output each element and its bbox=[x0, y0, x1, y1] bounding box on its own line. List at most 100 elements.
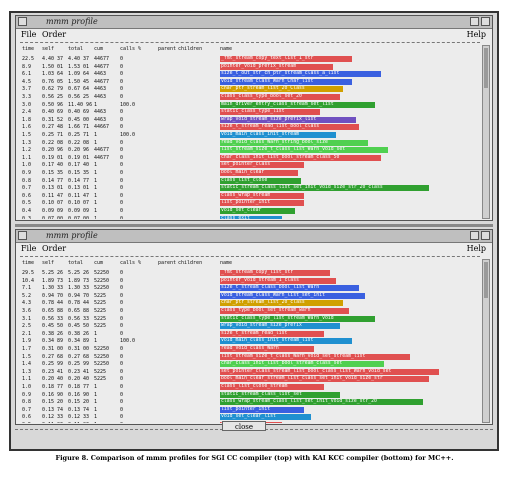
pane-divider[interactable] bbox=[15, 224, 493, 227]
scrollbar-thumb[interactable] bbox=[484, 262, 488, 298]
function-name-bar[interactable]: size_t_stream_read_list bbox=[220, 330, 324, 337]
function-name-bar[interactable]: char_class_init_list_bool_stream_class_5… bbox=[220, 154, 382, 161]
column-header[interactable]: parent bbox=[158, 46, 177, 52]
vertical-scrollbar[interactable] bbox=[482, 45, 490, 219]
function-name-bar[interactable]: class_list_close bbox=[220, 177, 302, 184]
table-row[interactable]: 0.8 0.14 77 0.14 77 1 0 class_list_close bbox=[20, 177, 480, 185]
function-name-bar[interactable]: void_stream_class_Warn_Char_list bbox=[220, 78, 353, 85]
table-row[interactable]: 1.0 0.18 77 0.18 77 1 0 class_list_close_stre… bbox=[20, 383, 480, 391]
menu-file[interactable]: File bbox=[21, 30, 37, 39]
function-name-bar[interactable]: void_stream_class_Warn_list_set_init bbox=[220, 292, 366, 299]
window-menu-icon[interactable] bbox=[18, 17, 27, 26]
function-name-bar[interactable]: char_ptr_stream_list_20_class bbox=[220, 300, 343, 307]
table-row[interactable]: 2.5 0.45 50 0.45 50 5225 0 wrap_void_stream_s… bbox=[20, 322, 480, 330]
function-name-bar[interactable]: bool_main_clear_stream_list_class_set_in… bbox=[220, 376, 430, 383]
function-name-bar[interactable]: _fmt_stream_copy_list_str bbox=[220, 270, 330, 276]
function-name-bar[interactable]: pointer_void_prefix_stream bbox=[220, 63, 334, 70]
maximize-icon[interactable] bbox=[481, 231, 490, 240]
function-name-bar[interactable]: bool_main_clear bbox=[220, 170, 298, 176]
menu-help[interactable]: Help bbox=[466, 30, 486, 39]
function-name-bar[interactable]: size_t_out_str_ch_ptr_stream_class_a_lis… bbox=[220, 71, 382, 78]
table-row[interactable]: 1.2 0.20 96 0.20 96 44677 0 list_stream_size_… bbox=[20, 146, 480, 154]
column-header[interactable]: % bbox=[138, 260, 142, 266]
table-row[interactable]: 1.5 0.25 71 0.25 71 1 100.0 void_main_class_i… bbox=[20, 131, 480, 139]
function-name-bar[interactable]: main_driver_entry_class_stream_set_list bbox=[220, 101, 375, 108]
menu-order[interactable]: Order bbox=[42, 244, 67, 253]
menu-order[interactable]: Order bbox=[42, 30, 67, 39]
function-name-bar[interactable]: class_wrap_stream bbox=[220, 192, 305, 199]
column-header[interactable]: time bbox=[22, 260, 35, 266]
table-row[interactable]: 0.6 0.12 33 0.12 33 1 0 void_set_clear_list bbox=[20, 413, 480, 421]
table-row[interactable]: 0.3 0.07 00 0.07 00 1 0 class_exit bbox=[20, 215, 480, 219]
scrollbar-thumb[interactable] bbox=[484, 48, 488, 88]
function-name-bar[interactable]: class_class_type_bool_set_20 bbox=[220, 94, 340, 100]
table-row[interactable]: 1.0 0.17 40 0.17 40 1 0 set_pointer_class bbox=[20, 161, 480, 169]
column-header[interactable]: cum bbox=[94, 260, 104, 266]
table-row[interactable]: 22.5 4.40 37 4.40 37 44677 0 _fmt_stream_copy… bbox=[20, 55, 480, 63]
table-row[interactable]: 1.8 0.31 52 0.45 00 4463 0 wrap_void_stream_s… bbox=[20, 116, 480, 124]
table-row[interactable]: 0.9 0.15 35 0.15 35 1 0 bool_main_clear bbox=[20, 169, 480, 177]
table-row[interactable]: 1.7 0.31 00 0.31 00 52250 0 read_void_class_W… bbox=[20, 345, 480, 353]
function-name-bar[interactable]: class_wrap_stream_class_list_set_init_vo… bbox=[220, 399, 423, 406]
function-name-bar[interactable]: read_void_class_Warn bbox=[220, 346, 314, 352]
column-header[interactable]: parent bbox=[158, 260, 177, 266]
function-name-bar[interactable]: void_set_clear bbox=[220, 208, 295, 214]
function-name-bar[interactable]: set_pointer_class_stream_list_bool_class… bbox=[220, 368, 439, 375]
column-header[interactable]: % bbox=[138, 46, 142, 52]
function-name-bar[interactable]: set_pointer_class bbox=[220, 162, 305, 169]
function-name-bar[interactable]: void_main_class_init_stream bbox=[220, 132, 337, 138]
menu-file[interactable]: File bbox=[21, 244, 37, 253]
table-row[interactable]: 2.4 0.40 69 0.40 69 4463 0 static_class_type_… bbox=[20, 108, 480, 116]
function-name-bar[interactable]: void_main_class_init_stream_list bbox=[220, 338, 353, 345]
table-row[interactable]: 3.0 0.50 96 11.40 96 1 100.0 main_driver_entr… bbox=[20, 101, 480, 109]
table-row[interactable]: 4.5 0.76 05 1.50 45 44677 0 void_stream_class… bbox=[20, 78, 480, 86]
column-header[interactable]: total bbox=[68, 260, 84, 266]
table-row[interactable]: 29.5 5.25 26 5.25 26 52250 0 _fmt_stream_copy… bbox=[20, 269, 480, 277]
table-row[interactable]: 0.8 0.15 20 0.15 20 1 0 class_wrap_stream_cla… bbox=[20, 398, 480, 406]
function-name-bar[interactable]: wrap_void_stream_size_prefix_list bbox=[220, 116, 356, 123]
table-row[interactable]: 0.4 0.09 09 0.09 09 1 0 void_set_clear bbox=[20, 207, 480, 215]
table-row[interactable]: 3.6 0.65 88 0.65 88 5225 0 class_type_bool_se… bbox=[20, 307, 480, 315]
table-row[interactable]: 3.1 0.56 33 0.56 33 5225 0 static_class_type_… bbox=[20, 315, 480, 323]
function-name-bar[interactable]: wrap_void_stream_size_prefix bbox=[220, 323, 340, 330]
function-name-bar[interactable]: list_pointer_init bbox=[220, 406, 305, 413]
column-header[interactable]: total bbox=[68, 46, 84, 52]
column-header[interactable]: children bbox=[178, 46, 203, 52]
table-row[interactable]: 1.9 0.34 89 0.34 89 1 100.0 void_main_class_i… bbox=[20, 337, 480, 345]
function-name-bar[interactable]: static_stream_class_list_set bbox=[220, 391, 340, 398]
function-name-bar[interactable]: read_void_class_Warn_string_bool_size bbox=[220, 139, 369, 146]
table-row[interactable]: 1.1 0.20 40 0.20 40 5225 0 bool_main_clear_st… bbox=[20, 375, 480, 383]
menu-help[interactable]: Help bbox=[466, 244, 486, 253]
table-row[interactable]: 2.1 0.38 26 0.38 26 1 0 size_t_stream_read_li… bbox=[20, 330, 480, 338]
vertical-scrollbar[interactable] bbox=[482, 259, 490, 423]
column-header[interactable]: name bbox=[220, 46, 233, 52]
table-row[interactable]: 8.9 1.50 01 1.53 01 44677 0 pointer_void_pref… bbox=[20, 63, 480, 71]
table-row[interactable]: 0.6 0.11 47 0.11 47 1 0 class_wrap_stream bbox=[20, 192, 480, 200]
function-name-bar[interactable]: char_ptr_stream_list_20_Class bbox=[220, 86, 343, 93]
function-name-bar[interactable]: _fmt_stream_copy_text_list_1_str bbox=[220, 56, 353, 62]
minimize-icon[interactable] bbox=[470, 231, 479, 240]
function-name-bar[interactable]: size_t_stream_class_bool_list_Warn bbox=[220, 285, 359, 292]
title-bar[interactable]: mmm profile bbox=[16, 16, 492, 29]
function-name-bar[interactable]: class_type_bool_set_stream_warn bbox=[220, 308, 350, 314]
table-row[interactable]: 1.3 0.23 41 0.23 41 5225 0 set_pointer_class_… bbox=[20, 368, 480, 376]
maximize-icon[interactable] bbox=[481, 17, 490, 26]
function-name-bar[interactable]: class_list_close_stream bbox=[220, 384, 324, 390]
column-header[interactable]: self bbox=[42, 46, 55, 52]
column-header[interactable]: time bbox=[22, 46, 35, 52]
function-name-bar[interactable]: static_class_type_list bbox=[220, 109, 321, 116]
table-row[interactable]: 1.3 0.22 08 0.22 08 1 0 read_void_class_Warn_… bbox=[20, 139, 480, 147]
function-name-bar[interactable]: size_t_stream_read_list_bool_class bbox=[220, 124, 359, 131]
function-name-bar[interactable]: static_class_type_list_stream_Warn_void bbox=[220, 315, 375, 322]
table-row[interactable]: 0.7 0.13 01 0.13 01 1 0 static_stream_class_l… bbox=[20, 184, 480, 192]
column-header[interactable]: calls bbox=[120, 46, 136, 52]
table-row[interactable]: 1.1 0.19 01 0.19 01 44677 0 char_class_init_l… bbox=[20, 154, 480, 162]
function-name-bar[interactable]: class_exit bbox=[220, 215, 282, 219]
function-name-bar[interactable]: void_set_clear_list bbox=[220, 414, 311, 421]
column-header[interactable]: children bbox=[178, 260, 203, 266]
minimize-icon[interactable] bbox=[470, 17, 479, 26]
table-row[interactable]: 0.5 0.10 07 0.10 07 1 0 list_pointer_init bbox=[20, 199, 480, 207]
table-row[interactable]: 7.1 1.30 33 1.30 33 52250 0 size_t_stream_cla… bbox=[20, 284, 480, 292]
function-name-bar[interactable]: list_pointer_init bbox=[220, 200, 305, 207]
column-header[interactable]: self bbox=[42, 260, 55, 266]
